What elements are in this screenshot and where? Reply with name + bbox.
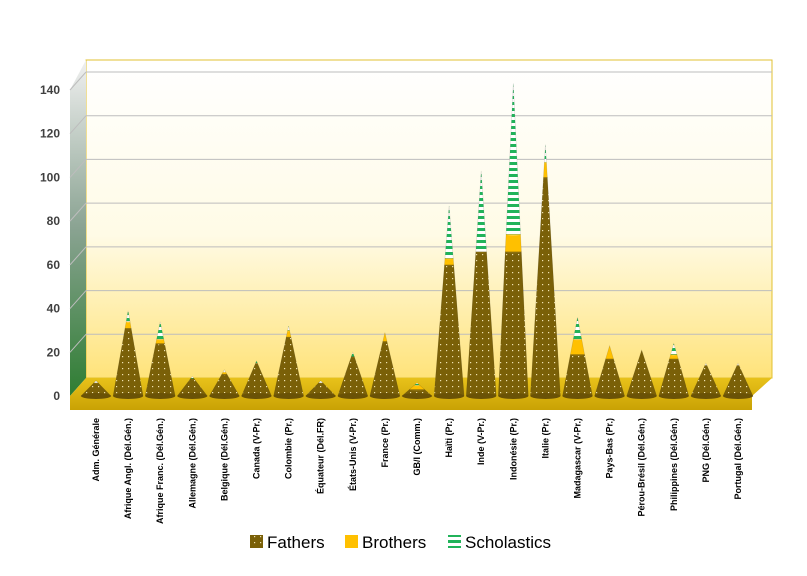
gridline-side [69,71,87,91]
bar-segment-scholastics [572,317,583,340]
bar-segment-scholastics [190,375,195,379]
x-tick-label: Philippines (Dél.Gén.) [669,418,679,511]
bar-base [466,393,497,399]
y-tick-label: 80 [47,214,61,228]
x-tick-label: Afrique Franc. (Dél.Gén.) [155,418,165,524]
x-tick-label: Inde (V-Pr.) [476,418,486,465]
bar-segment-scholastics [736,362,740,366]
bar-segment-brothers [504,233,522,253]
x-tick-label: Colombie (Pr.) [284,418,294,479]
bar-segment-scholastics [475,170,487,253]
bar-base [337,393,368,399]
x-tick-label: France (Pr.) [380,418,390,468]
bar-base [690,393,721,399]
bar-segment-brothers [408,384,426,390]
bar-base [402,393,432,399]
x-tick-label: Indonésie (Pr.) [508,418,518,480]
x-tick-label: Portugal (Dél.Gén.) [733,418,743,500]
bar-segment-scholastics [544,144,547,163]
bar-base [209,393,240,399]
bar-segment-brothers [444,258,455,266]
x-tick-label: Italie (Pr.) [540,418,550,459]
bar-base [145,393,176,399]
y-tick-label: 120 [40,127,60,141]
bar-base [177,393,208,399]
y-tick-label: 20 [47,345,61,359]
bar-segment-scholastics [670,342,678,355]
bar-base [113,393,144,399]
bar-segment-brothers [605,344,614,360]
plot-back-wall [85,59,773,379]
bar-segment-brothers [382,332,388,342]
bar-base [626,393,657,399]
x-tick-label: GB/I (Comm.) [412,418,422,476]
x-tick-label: Madagascar (V-Pr.) [573,418,583,499]
bar-segment-scholastics [255,360,258,364]
bar-segment-brothers [669,354,679,360]
gridline-side [69,115,87,135]
bar-base [498,393,529,399]
x-tick-label: Pays-Bas (Pr.) [605,418,615,479]
bar-base [658,393,689,399]
bar-segment-scholastics [93,380,99,384]
bar-base [434,393,465,399]
bar-segment-scholastics [125,310,131,322]
y-tick-label: 40 [47,302,61,316]
legend-label-scholastics: Scholastics [465,533,551,552]
y-tick-label: 60 [47,258,61,272]
x-tick-label: États-Unis (V-Pr.) [348,418,358,491]
bar-segment-brothers [221,371,228,375]
x-tick-label: Pérou-Brésil (Dél.Gén.) [637,418,647,517]
x-tick-label: Adm. Générale [91,418,101,482]
bar-segment-scholastics [222,369,227,373]
x-tick-label: Belgique (Dél.Gén.) [219,418,229,501]
bar-segment-scholastics [413,382,421,386]
x-tick-label: PNG (Dél.Gén.) [701,418,711,483]
plot-side-wall [70,60,86,396]
bar-segment-brothers [285,330,292,338]
gridline-side [69,159,87,178]
legend-label-fathers: Fathers [267,533,325,552]
bar-segment-scholastics [317,380,324,384]
bar-segment-scholastics [350,351,355,357]
gridline-side [69,246,87,266]
legend-label-brothers: Brothers [362,533,426,552]
bar-segment-scholastics [444,205,454,259]
bar-base [369,393,400,399]
bar-base [530,393,561,399]
x-tick-label: Afrique Angl. (Dél.Gén.) [123,418,133,519]
x-tick-label: Équateur (Dél.FR) [316,418,326,494]
bar-base [241,393,272,399]
legend-swatch-fathers [250,535,263,548]
bar-segment-brothers [543,161,548,178]
bar-base [81,393,111,399]
bar-segment-brothers [570,338,585,355]
x-tick-label: Canada (V-Pr.) [252,418,262,479]
x-tick-label: Haïti (Pr.) [444,418,454,458]
bar-segment-scholastics [156,321,165,340]
legend-swatch-brothers [345,535,358,548]
gridline-side [69,202,87,222]
gridline-side [69,333,87,353]
y-tick-label: 140 [40,83,60,97]
bar-segment-scholastics [505,83,521,235]
bar-base [562,393,593,399]
gridline-side [69,290,87,309]
y-tick-label: 100 [40,170,60,184]
y-tick-label: 0 [53,389,60,403]
bar-base [305,393,336,399]
bar-segment-scholastics [704,362,708,366]
bar-base [723,393,753,399]
bar-base [273,393,304,399]
x-tick-label: Allemagne (Dél.Gén.) [187,418,197,509]
bar-segment-scholastics [287,325,290,331]
chart-legend: Fathers Brothers Scholastics [250,533,551,552]
bar-base [594,393,625,399]
legend-swatch-scholastics [448,535,461,548]
